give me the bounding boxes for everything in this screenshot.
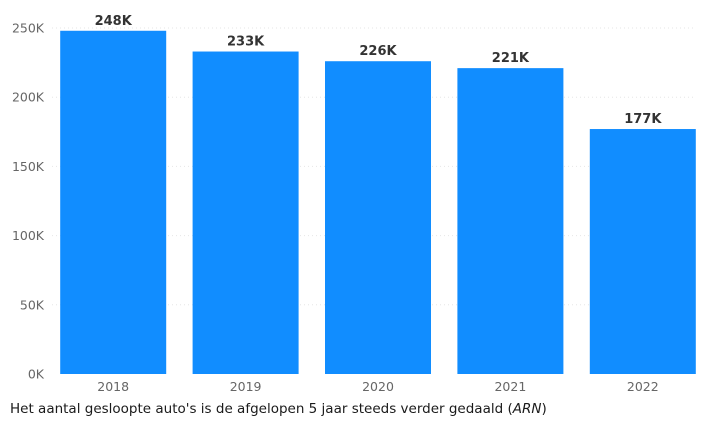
bar-2019 [192, 51, 299, 374]
data-label: 226K [359, 44, 397, 59]
y-tick-label: 50K [20, 297, 45, 312]
bar-2021 [457, 68, 564, 375]
x-tick-label: 2020 [362, 379, 394, 394]
x-tick-label: 2021 [494, 379, 526, 394]
x-tick-label: 2018 [97, 379, 129, 394]
y-tick-label: 200K [12, 90, 45, 105]
caption-close: ) [541, 401, 547, 417]
data-label: 221K [492, 51, 530, 66]
y-axis: 0K 50K 100K 150K 200K 250K [12, 21, 45, 382]
data-label: 177K [624, 112, 662, 127]
bar-chart: 0K 50K 100K 150K 200K 250K 248K 233K 226K 221K 17… [12, 14, 696, 394]
y-tick-label: 250K [12, 21, 45, 36]
bars [60, 30, 696, 375]
chart-caption: Het aantal gesloopte auto's is de afgelo… [10, 401, 547, 417]
bar-2018 [60, 30, 167, 374]
x-tick-label: 2022 [627, 379, 659, 394]
data-labels: 248K 233K 226K 221K 177K [95, 14, 663, 127]
caption-text: Het aantal gesloopte auto's is de afgelo… [10, 401, 513, 417]
caption-source: ARN [512, 401, 542, 417]
bar-2022 [589, 129, 696, 374]
data-label: 233K [227, 35, 265, 50]
y-tick-label: 150K [12, 159, 45, 174]
x-tick-label: 2019 [230, 379, 262, 394]
y-tick-label: 100K [12, 228, 45, 243]
data-label: 248K [95, 14, 133, 29]
x-axis: 2018 2019 2020 2021 2022 [97, 379, 658, 394]
y-tick-label: 0K [28, 367, 45, 382]
bar-2020 [325, 61, 431, 374]
